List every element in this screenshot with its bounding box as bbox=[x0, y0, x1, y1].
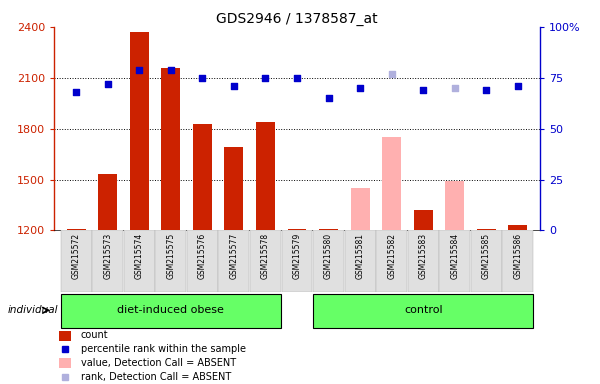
Text: GSM215574: GSM215574 bbox=[135, 233, 144, 279]
Bar bbox=[350, 188, 370, 230]
FancyBboxPatch shape bbox=[471, 230, 502, 292]
Bar bbox=[130, 32, 149, 230]
Text: GSM215575: GSM215575 bbox=[166, 233, 175, 279]
FancyBboxPatch shape bbox=[313, 294, 533, 328]
Point bbox=[355, 85, 365, 91]
FancyBboxPatch shape bbox=[281, 230, 313, 292]
Point bbox=[166, 66, 176, 73]
Bar bbox=[508, 225, 527, 230]
Bar bbox=[319, 229, 338, 230]
Text: diet-induced obese: diet-induced obese bbox=[118, 305, 224, 315]
Point bbox=[71, 89, 81, 95]
Text: individual: individual bbox=[8, 305, 59, 315]
FancyBboxPatch shape bbox=[344, 230, 376, 292]
Text: GSM215577: GSM215577 bbox=[229, 233, 238, 279]
FancyBboxPatch shape bbox=[502, 230, 533, 292]
Point bbox=[134, 66, 144, 73]
Point bbox=[482, 87, 491, 93]
Text: value, Detection Call = ABSENT: value, Detection Call = ABSENT bbox=[81, 358, 236, 367]
Text: GSM215586: GSM215586 bbox=[514, 233, 523, 279]
Text: GSM215579: GSM215579 bbox=[293, 233, 302, 279]
Text: GSM215576: GSM215576 bbox=[198, 233, 207, 279]
Bar bbox=[382, 137, 401, 230]
FancyBboxPatch shape bbox=[376, 230, 407, 292]
FancyBboxPatch shape bbox=[92, 230, 123, 292]
Point bbox=[292, 74, 302, 81]
Point bbox=[260, 74, 270, 81]
Text: control: control bbox=[404, 305, 443, 315]
Text: GSM215581: GSM215581 bbox=[356, 233, 365, 279]
FancyBboxPatch shape bbox=[61, 294, 281, 328]
Bar bbox=[67, 229, 86, 230]
Point bbox=[513, 83, 523, 89]
Bar bbox=[477, 229, 496, 230]
Bar bbox=[161, 68, 180, 230]
Text: rank, Detection Call = ABSENT: rank, Detection Call = ABSENT bbox=[81, 371, 231, 382]
Text: GSM215582: GSM215582 bbox=[387, 233, 396, 279]
FancyBboxPatch shape bbox=[187, 230, 218, 292]
Text: count: count bbox=[81, 330, 109, 340]
FancyBboxPatch shape bbox=[439, 230, 470, 292]
FancyBboxPatch shape bbox=[155, 230, 186, 292]
Bar bbox=[414, 210, 433, 230]
Text: GSM215585: GSM215585 bbox=[482, 233, 491, 279]
Bar bbox=[193, 124, 212, 230]
FancyBboxPatch shape bbox=[124, 230, 155, 292]
Bar bbox=[59, 331, 71, 341]
FancyBboxPatch shape bbox=[313, 230, 344, 292]
Text: GSM215572: GSM215572 bbox=[71, 233, 80, 279]
Point bbox=[387, 71, 397, 77]
Point bbox=[418, 87, 428, 93]
Point bbox=[103, 81, 112, 87]
Text: percentile rank within the sample: percentile rank within the sample bbox=[81, 344, 246, 354]
Text: GSM215573: GSM215573 bbox=[103, 233, 112, 279]
Point bbox=[324, 95, 334, 101]
Point bbox=[197, 74, 207, 81]
Bar bbox=[256, 122, 275, 230]
FancyBboxPatch shape bbox=[218, 230, 250, 292]
Point bbox=[229, 83, 239, 89]
Text: GSM215578: GSM215578 bbox=[261, 233, 270, 279]
FancyBboxPatch shape bbox=[61, 230, 92, 292]
Title: GDS2946 / 1378587_at: GDS2946 / 1378587_at bbox=[216, 12, 378, 26]
FancyBboxPatch shape bbox=[408, 230, 439, 292]
Bar bbox=[224, 147, 244, 230]
FancyBboxPatch shape bbox=[250, 230, 281, 292]
Text: GSM215580: GSM215580 bbox=[324, 233, 333, 279]
Bar bbox=[59, 358, 71, 368]
Point bbox=[450, 85, 460, 91]
Text: GSM215584: GSM215584 bbox=[450, 233, 459, 279]
Bar bbox=[445, 181, 464, 230]
Bar bbox=[98, 174, 117, 230]
Text: GSM215583: GSM215583 bbox=[419, 233, 428, 279]
Bar bbox=[287, 229, 307, 230]
